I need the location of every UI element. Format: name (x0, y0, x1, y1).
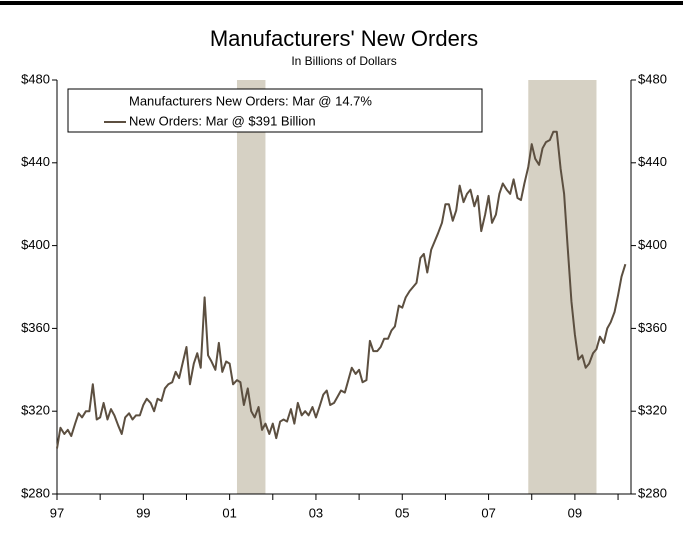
recession-band (236, 80, 266, 494)
y-tick-label: $280 (638, 485, 667, 500)
top-rule (0, 1, 683, 5)
x-tick-label: 97 (50, 505, 64, 520)
y-tick-label: $360 (21, 320, 50, 335)
y-tick-label: $480 (21, 71, 50, 86)
y-tick-label: $280 (21, 485, 50, 500)
chart-title: Manufacturers' New Orders (210, 26, 478, 51)
x-tick-label: 05 (395, 505, 409, 520)
series-line (56, 130, 627, 449)
x-tick-label: 01 (222, 505, 236, 520)
y-tick-label: $400 (638, 237, 667, 252)
y-tick-label: $480 (638, 71, 667, 86)
y-tick-label: $440 (638, 154, 667, 169)
y-tick-label: $400 (21, 237, 50, 252)
x-tick-label: 03 (309, 505, 323, 520)
recession-band (528, 80, 597, 494)
x-tick-label: 07 (481, 505, 495, 520)
legend-header: Manufacturers New Orders: Mar @ 14.7% (129, 93, 372, 108)
y-tick-label: $320 (21, 403, 50, 418)
y-tick-label: $440 (21, 154, 50, 169)
x-tick-label: 99 (136, 505, 150, 520)
legend-label: New Orders: Mar @ $391 Billion (129, 113, 316, 128)
chart-subtitle: In Billions of Dollars (291, 54, 396, 68)
y-tick-label: $320 (638, 403, 667, 418)
legend-box (67, 88, 483, 133)
x-tick-label: 09 (568, 505, 582, 520)
y-tick-label: $360 (638, 320, 667, 335)
